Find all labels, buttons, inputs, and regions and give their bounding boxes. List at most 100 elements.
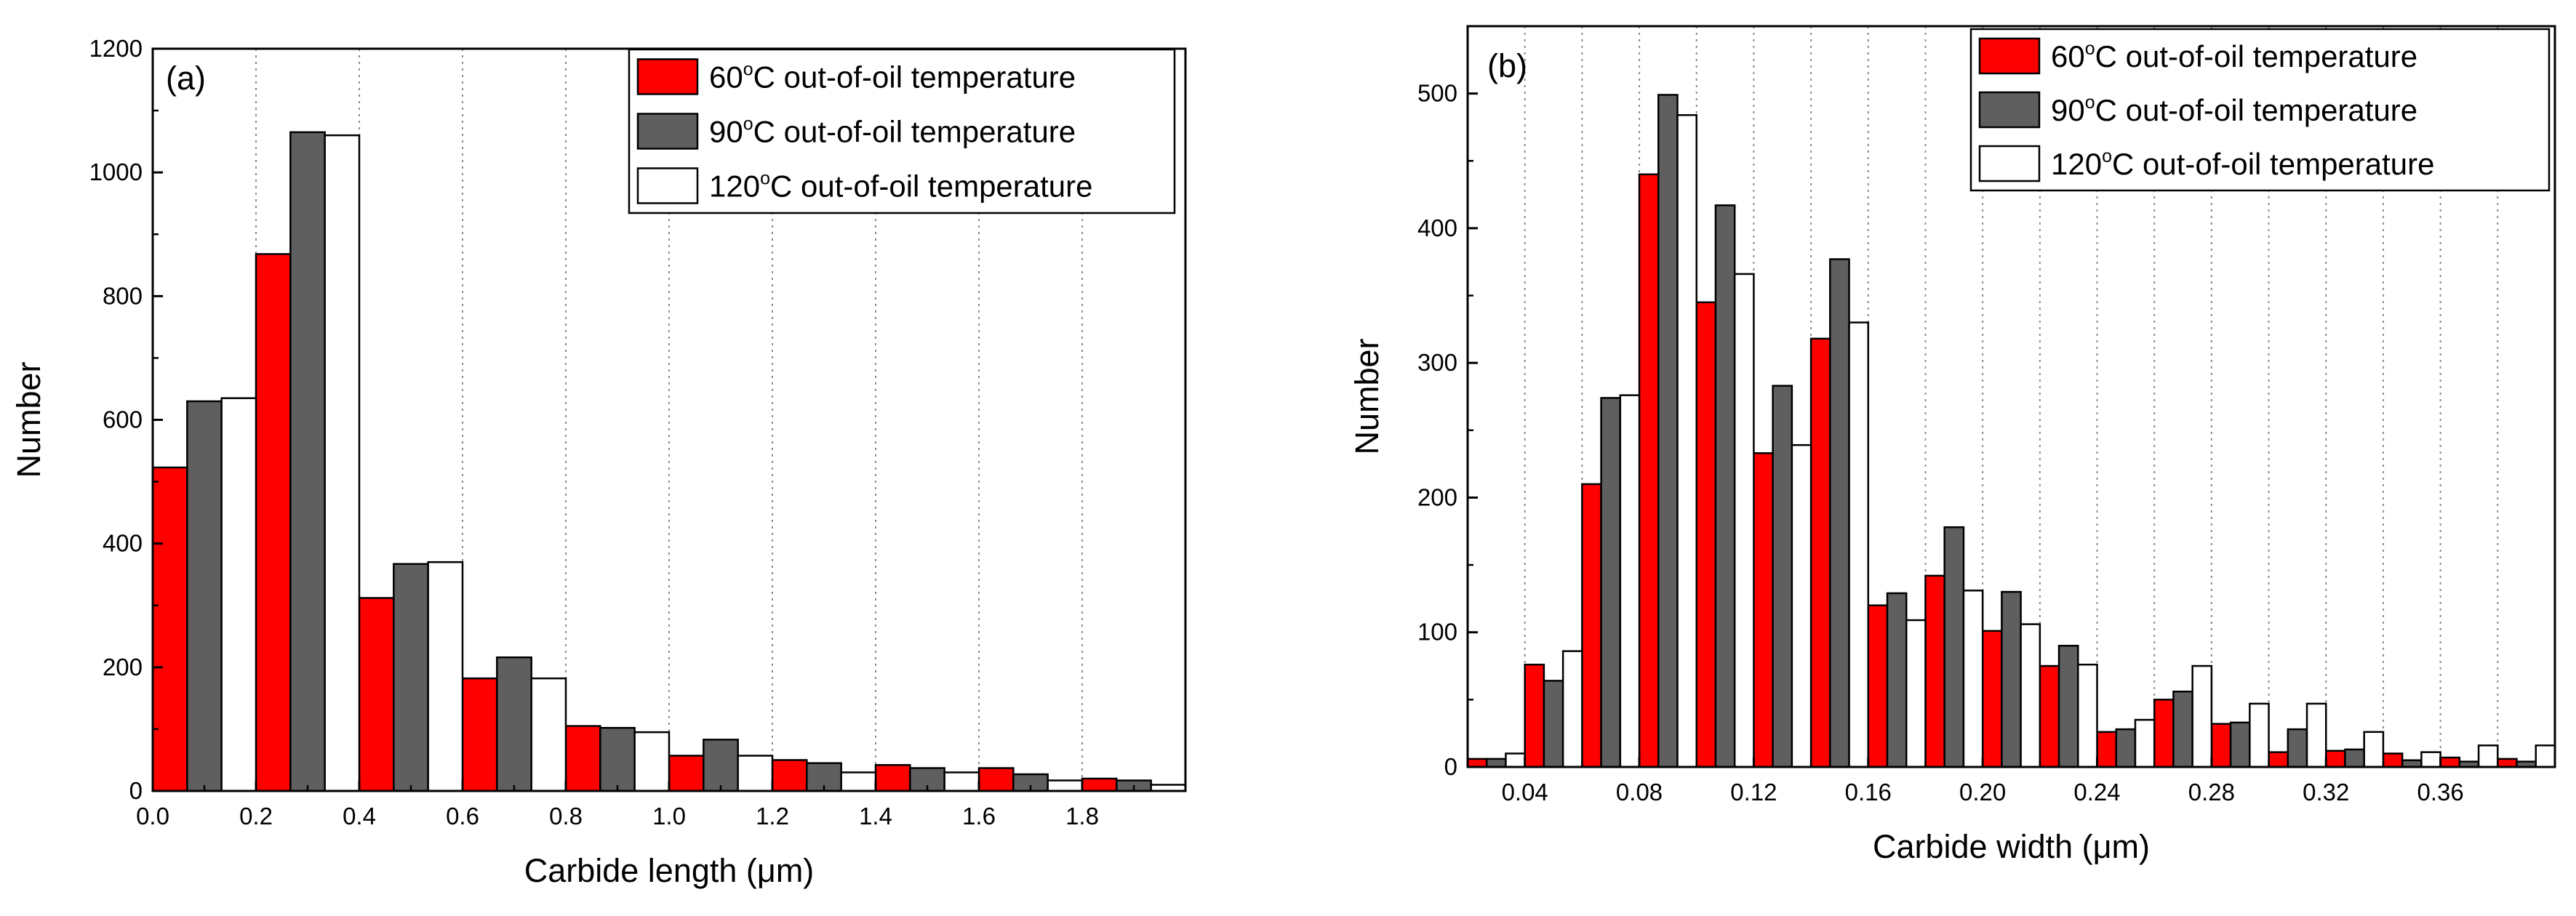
x-axis-title: Carbide width (μm) xyxy=(1873,828,2150,865)
bar xyxy=(1047,779,1084,792)
legend-degree-sup: o xyxy=(760,169,770,189)
x-tick-label: 0.8 xyxy=(549,803,583,829)
legend-swatch xyxy=(636,167,699,204)
bar xyxy=(1905,619,1927,768)
series-1-bars xyxy=(151,253,1118,792)
bar xyxy=(358,597,395,792)
bar xyxy=(2115,728,2137,768)
bar xyxy=(255,253,292,792)
bar xyxy=(2039,664,2060,768)
legend-box xyxy=(1969,28,2551,192)
bar xyxy=(1943,526,1965,768)
bar xyxy=(461,677,498,792)
x-axis-title: Carbide length (μm) xyxy=(524,852,815,889)
x-tick-label: 1.0 xyxy=(652,803,686,829)
bar xyxy=(2305,702,2327,768)
legend-degree-sup: o xyxy=(743,114,753,134)
legend-text-rest: C out-of-oil temperature xyxy=(2095,93,2418,127)
y-tick-label: 600 xyxy=(103,406,143,433)
legend-text-value: 90 xyxy=(2051,93,2085,127)
series-3-bars xyxy=(1505,114,2556,768)
bar xyxy=(2210,723,2232,768)
chart-panel-a: 0 200 400 600 800 1000 1200 0.0 0.2 0.4 0.6 0.8 1.0 1… xyxy=(10,35,1187,889)
legend-entry-label: 120oC out-of-oil temperature xyxy=(2051,146,2435,181)
x-tick-label: 0.6 xyxy=(446,803,479,829)
bar xyxy=(151,466,188,792)
legend-swatch xyxy=(1978,91,2041,129)
bar xyxy=(427,561,464,792)
y-tick-label: 1000 xyxy=(89,158,143,185)
bar xyxy=(2268,751,2289,768)
x-tick-label: 0.24 xyxy=(2073,779,2120,805)
y-tick-label: 0 xyxy=(1444,753,1457,780)
x-tick-label: 0.16 xyxy=(1845,779,1892,805)
y-tick-label: 200 xyxy=(103,654,143,680)
legend-swatch xyxy=(636,113,699,150)
bar xyxy=(2344,748,2365,768)
legend-degree-sup: o xyxy=(2085,92,2095,113)
legend-box xyxy=(628,48,1176,214)
series-3-bars xyxy=(220,134,1187,792)
bar xyxy=(874,764,911,792)
x-tick-label: 0.0 xyxy=(136,803,169,829)
x-tick-label: 1.2 xyxy=(756,803,789,829)
y-tick-label: 1200 xyxy=(89,35,143,62)
x-tick-label: 0.04 xyxy=(1502,779,1548,805)
bar xyxy=(2172,690,2193,768)
y-axis-title: Number xyxy=(1348,338,1385,454)
legend-text-value: 120 xyxy=(709,169,760,204)
legend-text-value: 60 xyxy=(2051,39,2085,73)
bar xyxy=(1676,114,1697,768)
x-tick-label: 0.12 xyxy=(1730,779,1777,805)
x-tick-label: 1.4 xyxy=(859,803,892,829)
bar xyxy=(840,771,877,792)
bars xyxy=(1466,94,2556,768)
bar xyxy=(2134,718,2156,768)
bar xyxy=(2096,731,2118,768)
bar xyxy=(2001,590,2022,768)
bar xyxy=(2420,751,2441,768)
bar xyxy=(2477,744,2499,768)
bar xyxy=(2153,699,2175,768)
bar xyxy=(703,739,739,792)
bar xyxy=(1753,452,1774,768)
bar xyxy=(289,131,326,792)
legend-text-rest: C out-of-oil temperature xyxy=(770,169,1093,204)
bar xyxy=(324,134,361,792)
bar xyxy=(496,656,532,792)
legend-entry-label: 60oC out-of-oil temperature xyxy=(2051,39,2417,73)
bar xyxy=(1581,483,1602,768)
bar xyxy=(1829,258,1850,768)
bar xyxy=(977,767,1015,792)
legend-text-value: 120 xyxy=(2051,147,2102,181)
legend-text-value: 90 xyxy=(709,115,743,149)
series-2-bars xyxy=(1485,94,2537,768)
bar xyxy=(668,755,705,792)
bar xyxy=(1485,758,1507,768)
bar xyxy=(2363,731,2385,768)
bar xyxy=(1981,630,2003,768)
x-tick-label: 0.08 xyxy=(1616,779,1663,805)
x-axis: 0.0 0.2 0.4 0.6 0.8 1.0 1.2 1.4 1.6 1.8 xyxy=(136,781,1135,829)
bar xyxy=(1962,590,1984,768)
legend-text-rest: C out-of-oil temperature xyxy=(753,60,1076,95)
y-tick-label: 500 xyxy=(1417,80,1457,107)
legend-swatch xyxy=(636,58,699,95)
legend-degree-sup: o xyxy=(2102,146,2112,166)
bar xyxy=(1524,663,1545,768)
bar xyxy=(2287,728,2308,768)
x-tick-label: 0.28 xyxy=(2188,779,2235,805)
bars xyxy=(151,131,1187,792)
bar xyxy=(2325,750,2346,768)
legend-entry-label: 120oC out-of-oil temperature xyxy=(709,169,1093,204)
y-axis-title: Number xyxy=(10,361,47,478)
x-tick-label: 0.2 xyxy=(239,803,273,829)
bar xyxy=(2020,623,2041,768)
bar xyxy=(1791,443,1812,768)
y-axis: 0 200 400 600 800 1000 1200 xyxy=(89,35,163,804)
bar xyxy=(1081,777,1118,792)
y-tick-label: 300 xyxy=(1417,349,1457,376)
panel-label: (a) xyxy=(166,60,206,97)
panel-label: (b) xyxy=(1487,47,1527,84)
bar xyxy=(1924,574,1945,768)
